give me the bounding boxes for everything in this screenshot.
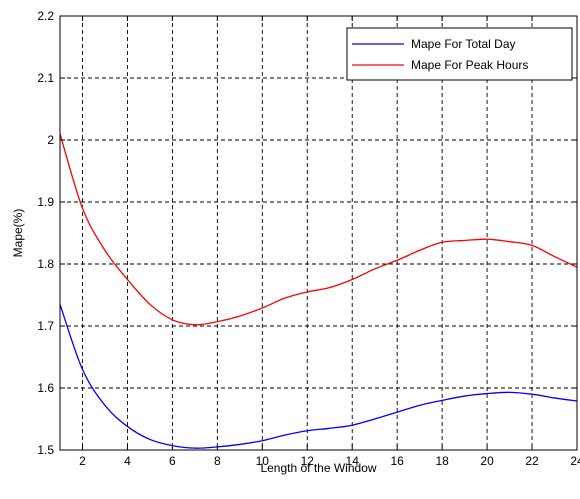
tick-layer: 246810121416182022241.51.61.71.81.922.12… xyxy=(37,9,580,468)
x-tick-label: 10 xyxy=(256,454,270,468)
series-line-peak-hours xyxy=(59,133,578,326)
legend-box xyxy=(346,27,573,81)
x-tick-label: 16 xyxy=(390,454,404,468)
y-tick-label: 2.1 xyxy=(37,71,54,85)
x-axis-label: Length of the Window xyxy=(260,461,376,475)
y-tick-label: 2.2 xyxy=(37,9,54,23)
x-tick-label: 14 xyxy=(346,454,360,468)
legend: Mape For Total Day Mape For Peak Hours xyxy=(346,27,573,81)
x-tick-label: 20 xyxy=(480,454,494,468)
x-tick-label: 24 xyxy=(570,454,580,468)
y-tick-label: 1.6 xyxy=(37,381,54,395)
series-line-total-day xyxy=(59,304,578,449)
y-axis-label: Mape(%) xyxy=(11,209,25,258)
legend-label-peak-hours: Mape For Peak Hours xyxy=(411,58,528,72)
x-tick-label: 18 xyxy=(435,454,449,468)
x-tick-label: 8 xyxy=(214,454,221,468)
grid-layer xyxy=(60,16,578,450)
y-tick-label: 1.7 xyxy=(37,319,54,333)
y-tick-label: 2 xyxy=(47,133,54,147)
x-tick-label: 2 xyxy=(79,454,86,468)
plot-frame xyxy=(59,15,578,451)
y-tick-label: 1.8 xyxy=(37,257,54,271)
x-tick-label: 12 xyxy=(301,454,315,468)
y-tick-label: 1.5 xyxy=(37,443,54,457)
series-layer xyxy=(59,133,578,449)
x-tick-label: 4 xyxy=(124,454,131,468)
x-tick-label: 6 xyxy=(169,454,176,468)
legend-label-total-day: Mape For Total Day xyxy=(411,37,516,51)
y-tick-label: 1.9 xyxy=(37,195,54,209)
x-tick-label: 22 xyxy=(525,454,539,468)
